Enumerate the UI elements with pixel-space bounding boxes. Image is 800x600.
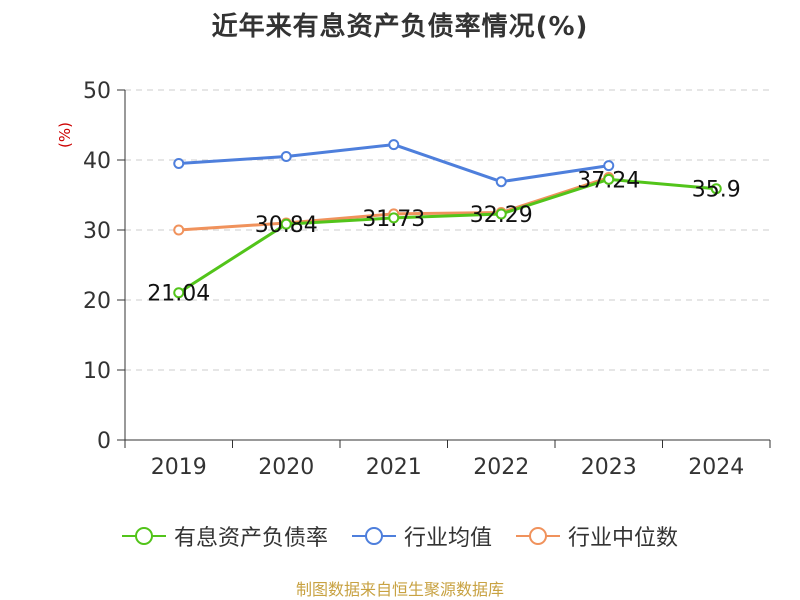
legend-marker-icon <box>121 527 166 545</box>
x-tick-label: 2019 <box>151 455 207 480</box>
data-label: 30.84 <box>255 213 318 238</box>
data-point-行业中位数 <box>173 224 185 236</box>
data-label: 35.9 <box>692 178 741 203</box>
legend: 有息资产负债率 行业均值 行业中位数 <box>0 520 800 552</box>
legend-item-有息资产负债率[interactable]: 有息资产负债率 <box>121 520 328 552</box>
x-tick-label: 2023 <box>581 455 637 480</box>
legend-item-行业中位数[interactable]: 行业中位数 <box>516 520 678 552</box>
x-tick-label: 2022 <box>473 455 529 480</box>
legend-label: 有息资产负债率 <box>173 526 328 551</box>
legend-label: 行业均值 <box>403 526 492 551</box>
legend-item-行业均值[interactable]: 行业均值 <box>351 520 492 552</box>
y-tick-label: 0 <box>97 429 111 454</box>
data-point-行业均值 <box>495 176 507 188</box>
data-point-行业均值 <box>280 151 292 162</box>
y-tick-label: 40 <box>83 149 111 174</box>
legend-marker-icon <box>351 527 396 545</box>
source-footer: 制图数据来自恒生聚源数据库 <box>295 580 504 599</box>
data-point-有息资产负债率 <box>173 287 185 299</box>
y-tick-label: 30 <box>83 219 111 244</box>
data-label: 37.24 <box>577 168 640 193</box>
data-point-行业均值 <box>173 158 185 169</box>
data-point-有息资产负债率 <box>388 212 400 224</box>
data-point-有息资产负债率 <box>710 183 722 195</box>
y-tick-label: 20 <box>83 289 111 314</box>
data-label: 31.73 <box>362 207 425 232</box>
data-label: 21.04 <box>147 282 210 307</box>
data-point-有息资产负债率 <box>495 208 507 220</box>
data-point-行业均值 <box>603 160 615 172</box>
data-point-行业均值 <box>388 139 400 151</box>
y-tick-label: 50 <box>83 79 111 104</box>
data-point-有息资产负债率 <box>280 218 292 230</box>
series-line-有息资产负债率 <box>177 177 717 294</box>
data-label: 32.29 <box>470 203 533 228</box>
x-tick-label: 2021 <box>366 455 422 480</box>
legend-marker-icon <box>516 527 560 545</box>
legend-label: 行业中位数 <box>568 526 679 551</box>
x-tick-label: 2020 <box>258 455 314 480</box>
series-line-行业均值 <box>178 143 609 184</box>
data-point-有息资产负债率 <box>603 173 615 185</box>
y-tick-label: 10 <box>83 359 111 384</box>
x-tick-label: 2024 <box>688 455 744 480</box>
chart-title: 近年来有息资产负债率情况(%) <box>211 12 589 42</box>
